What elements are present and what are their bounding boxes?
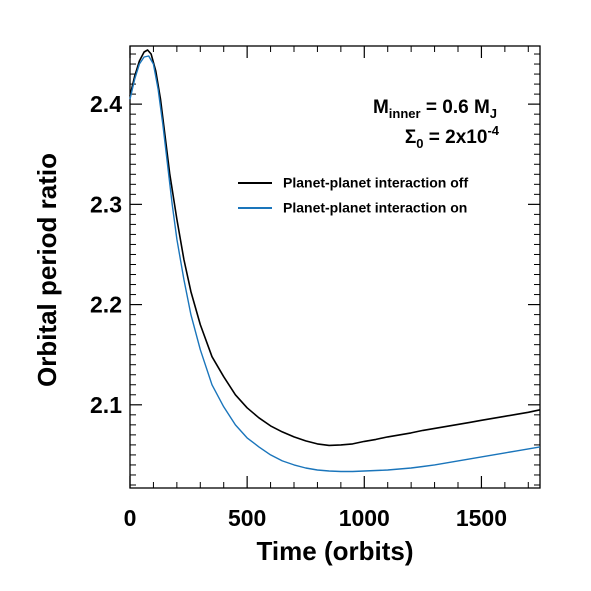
axis-ticks: [129, 46, 540, 488]
x-tick-labels: 0 500 1000 1500: [124, 505, 507, 531]
series-layer: [129, 49, 541, 473]
x-axis-label: Time (orbits): [257, 536, 414, 566]
x-tick-label: 1500: [456, 505, 507, 531]
y-tick-label: 2.1: [90, 392, 122, 418]
y-axis-label: Orbital period ratio: [32, 153, 62, 387]
legend: Planet-planet interaction off Planet-pla…: [238, 175, 468, 216]
plot-frame: [129, 45, 541, 489]
legend-label-off: Planet-planet interaction off: [283, 175, 468, 191]
surface-density-annotation: Σ0 = 2x10-4: [405, 123, 500, 151]
x-tick-label: 500: [228, 505, 266, 531]
x-tick-label: 1000: [339, 505, 390, 531]
annotation-block: Minner = 0.6 MJ Σ0 = 2x10-4: [373, 97, 500, 151]
series-line-interaction-on: [129, 55, 541, 473]
series-line-interaction-off: [129, 49, 541, 447]
x-tick-label: 0: [124, 505, 137, 531]
y-tick-label: 2.3: [90, 191, 122, 217]
y-tick-label: 2.4: [90, 91, 122, 117]
y-tick-label: 2.2: [90, 292, 122, 318]
y-tick-labels: 2.1 2.2 2.3 2.4: [90, 91, 122, 418]
mass-annotation: Minner = 0.6 MJ: [373, 97, 497, 121]
legend-label-on: Planet-planet interaction on: [283, 200, 467, 216]
